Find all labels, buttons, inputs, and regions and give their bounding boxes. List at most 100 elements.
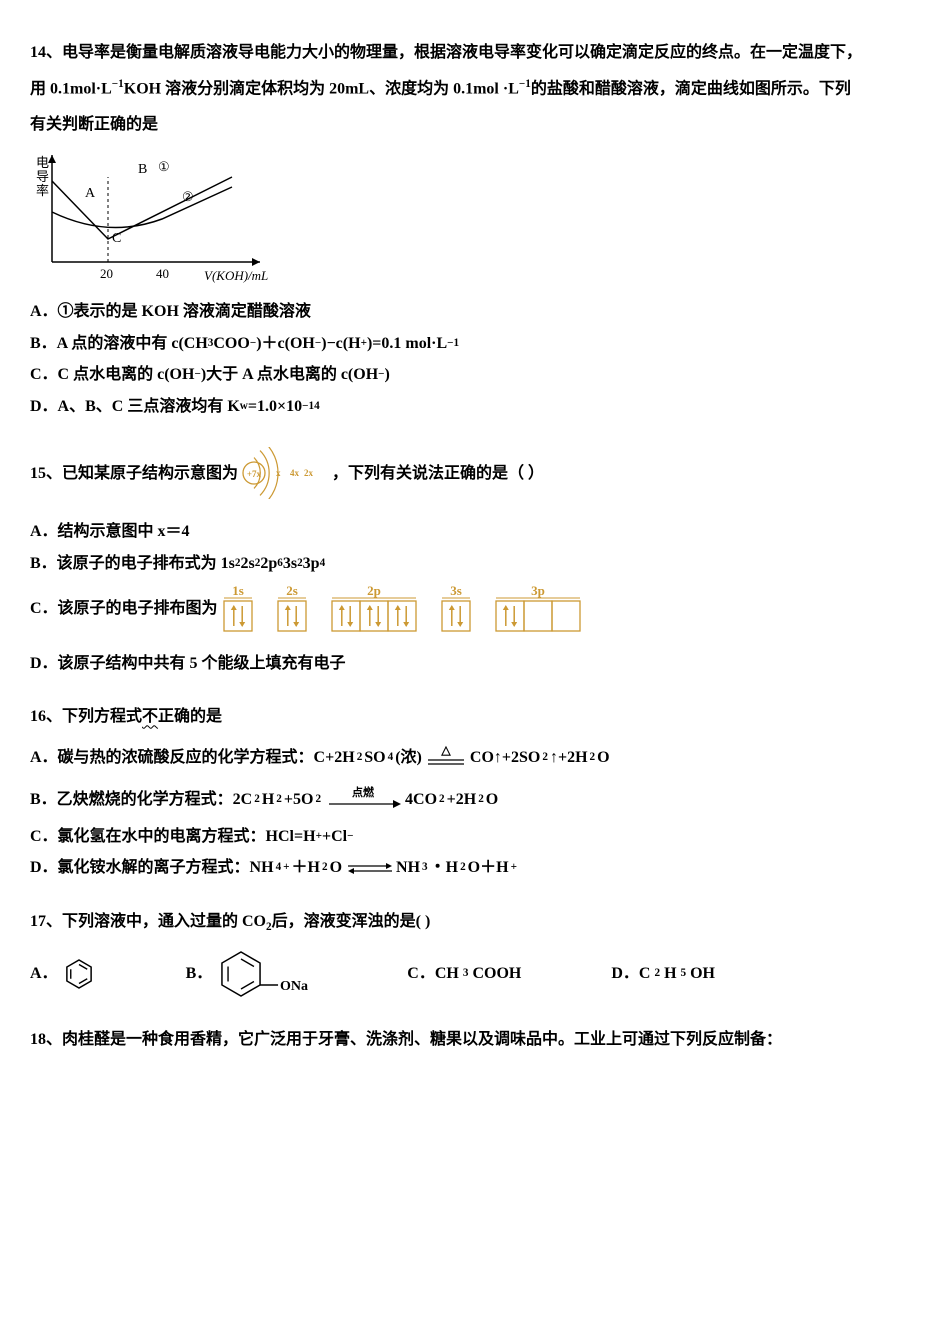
q16dr3: O＋H	[468, 855, 509, 881]
q17c1: COOH	[472, 961, 521, 987]
q15-optC-prefix: C．该原子的电子排布图为	[30, 596, 218, 622]
question-18: 18、肉桂醛是一种食用香精，它广泛用于牙膏、洗涤剂、糖果以及调味品中。工业上可通…	[30, 1027, 920, 1053]
q14-chart: 电导率V(KOH)/mL2040ABC①②	[30, 147, 290, 287]
q16b4: 2	[315, 791, 321, 809]
q16a1: SO	[364, 745, 385, 771]
q17d0: 2	[654, 965, 660, 983]
svg-text:2x: 2x	[304, 468, 314, 478]
svg-text:3p: 3p	[531, 583, 545, 598]
reaction-arrow-ignite: 点燃	[323, 786, 403, 814]
svg-text:ONa: ONa	[280, 979, 308, 994]
svg-text:C: C	[112, 231, 121, 246]
q14-optD-p1: =1.0×10	[248, 394, 302, 420]
q16b2: 2	[276, 791, 282, 809]
question-14: 14、电导率是衡量电解质溶液导电能力大小的物理量，根据溶液电导率变化可以确定滴定…	[30, 40, 920, 419]
q14-stem-line3: 有关判断正确的是	[30, 112, 920, 138]
q15b3: 2p	[260, 551, 277, 577]
q14-optB-p3: )＋c(OH	[256, 331, 315, 357]
q16a0: 2	[357, 749, 363, 767]
svg-text:4x: 4x	[290, 468, 300, 478]
q16-stem-not: 不	[142, 708, 158, 725]
q16-optC-prefix: C．氯化氢在水中的电离方程式：HCl=H	[30, 824, 316, 850]
svg-text:点燃: 点燃	[352, 786, 375, 799]
q15b7: 3p	[303, 551, 320, 577]
q17-optA-label: A．	[30, 961, 58, 987]
q15-stem-prefix: 15、已知某原子结构示意图为	[30, 461, 238, 487]
svg-text:率: 率	[36, 183, 49, 198]
q17-options-row: A． B． ONa C．CH3COOH D．C2H5OH	[30, 949, 920, 999]
q16-optD-prefix: D．氯化铵水解的离子方程式：NH	[30, 855, 274, 881]
q16ar1: ↑+2H	[550, 745, 588, 771]
q15-optB: B．该原子的电子排布式为 1s22s22p63s23p4	[30, 551, 920, 577]
q16-stem-b: 正确的是	[158, 708, 222, 725]
q17-optD-label: D．C	[611, 961, 650, 987]
question-16: 16、下列方程式不正确的是 A．碳与热的浓硫酸反应的化学方程式：C+2H2SO4…	[30, 704, 920, 881]
q16a2: 4	[388, 749, 394, 767]
svg-text:①: ①	[158, 159, 170, 174]
q16d3: 2	[322, 859, 328, 877]
q16c2: −	[347, 828, 353, 846]
q16-optC: C．氯化氢在水中的电离方程式：HCl=H+ +Cl−	[30, 824, 920, 850]
q16br1: +2H	[447, 787, 477, 813]
q17-optC-label: C．CH	[407, 961, 459, 987]
q16dr1: ・H	[430, 855, 458, 881]
svg-text:②: ②	[182, 189, 194, 204]
q14-optA: A．①表示的是 KOH 溶液滴定醋酸溶液	[30, 299, 920, 325]
q17-optB-label: B．	[186, 961, 213, 987]
q14-optB-p1: COO	[213, 331, 249, 357]
q15b8: 4	[320, 555, 326, 573]
q14-optB-p8: −1	[447, 335, 459, 353]
q14-optC-prefix: C．C 点水电离的 c(OH	[30, 362, 194, 388]
q17c0: 3	[463, 965, 469, 983]
q16-optB-prefix: B．乙炔燃烧的化学方程式：2C	[30, 787, 252, 813]
orbital-diagram: 1s2s2p3s3p	[220, 583, 612, 635]
q14-optD-p0: w	[240, 398, 248, 416]
svg-text:2s: 2s	[286, 583, 298, 598]
q17-stem-prefix: 17、下列溶液中，通入过量的 CO	[30, 913, 266, 930]
q17-stem: 17、下列溶液中，通入过量的 CO2后，溶液变浑浊的是( )	[30, 909, 920, 937]
q16b3: +5O	[284, 787, 314, 813]
q15-optC: C．该原子的电子排布图为 1s2s2p3s3p	[30, 583, 920, 635]
q16-stem-a: 16、下列方程式	[30, 708, 142, 725]
svg-text:2p: 2p	[367, 583, 381, 598]
question-15: 15、已知某原子结构示意图为 +7xx4x2x ，下列有关说法正确的是（ ） A…	[30, 447, 920, 676]
q14-optB-p5: )−c(H	[321, 331, 360, 357]
q16d4: O	[330, 855, 342, 881]
q18-stem: 18、肉桂醛是一种食用香精，它广泛用于牙膏、洗涤剂、糖果以及调味品中。工业上可通…	[30, 1027, 920, 1053]
q16-stem: 16、下列方程式不正确的是	[30, 704, 920, 730]
q14-s2b: KOH 溶液分别滴定体积均为 20mL、浓度均为 0.1mol ·L	[124, 80, 519, 97]
svg-text:1s: 1s	[232, 583, 244, 598]
q16br2: 2	[478, 791, 484, 809]
q16-optD-right-prefix: NH	[396, 855, 420, 881]
q14-optD-p2: −14	[302, 398, 320, 416]
equilibrium-arrow	[344, 860, 394, 876]
q16-optD: D．氯化铵水解的离子方程式：NH4+＋H2O NH3・H2O＋H+	[30, 855, 920, 881]
q14-optB-prefix: B．A 点的溶液中有 c(CH	[30, 331, 208, 357]
q16b1: H	[262, 787, 274, 813]
q16ar2: 2	[590, 749, 596, 767]
atom-structure-icon: +7xx4x2x	[240, 447, 330, 499]
q17s1: 后，溶液变浑浊的是( )	[272, 913, 431, 930]
q16d2: ＋H	[292, 855, 320, 881]
svg-text:△: △	[440, 744, 451, 757]
question-17: 17、下列溶液中，通入过量的 CO2后，溶液变浑浊的是( ) A． B． ONa…	[30, 909, 920, 999]
q14-optB: B．A 点的溶液中有 c(CH3COO−)＋c(OH−)−c(H+)=0.1 m…	[30, 331, 920, 357]
q14-optD-prefix: D．A、B、C 三点溶液均有 K	[30, 394, 240, 420]
q14-optC: C．C 点水电离的 c(OH−)大于 A 点水电离的 c(OH−)	[30, 362, 920, 388]
q16-optA: A．碳与热的浓硫酸反应的化学方程式：C+2H2SO4(浓) △ CO↑+2SO2…	[30, 744, 920, 772]
q16-optB-right-prefix: 4CO	[405, 787, 437, 813]
q16b0: 2	[254, 791, 260, 809]
phenol-ona-icon: ONa	[216, 949, 317, 999]
q14-stem-line1: 14、电导率是衡量电解质溶液导电能力大小的物理量，根据溶液电导率变化可以确定滴定…	[30, 40, 920, 66]
q14-s2sup1: −1	[112, 78, 124, 90]
svg-text:B: B	[138, 162, 147, 177]
q17-optA: A．	[30, 957, 96, 991]
q15b1: 2s	[241, 551, 255, 577]
q14-optC-p1: )大于 A 点水电离的 c(OH	[201, 362, 378, 388]
q16dr0: 3	[422, 859, 428, 877]
svg-text:20: 20	[100, 266, 113, 281]
q16br3: O	[486, 787, 498, 813]
q16ar0: 2	[542, 749, 548, 767]
svg-text:V(KOH)/mL: V(KOH)/mL	[204, 268, 268, 283]
svg-text:导: 导	[36, 169, 49, 184]
